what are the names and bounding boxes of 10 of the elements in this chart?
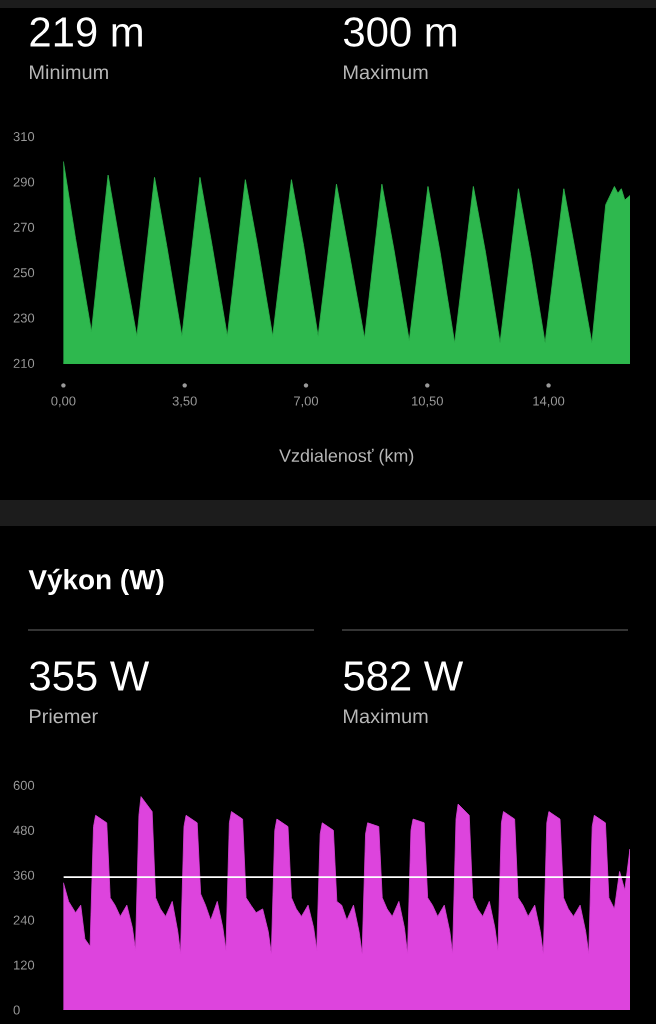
text: 355 W [29,661,150,691]
text: 300 m [344,17,456,47]
x-axis-title: Vzdialenosť (km) [279,448,414,466]
text: 582 W [344,661,464,691]
text: Maximum [344,64,428,80]
chart-title: Výkon (W) [28,568,164,596]
text: 219 m [30,17,142,47]
text: Minimum [30,64,108,80]
text: Maximum [344,708,428,724]
text: Priemer [30,708,98,724]
